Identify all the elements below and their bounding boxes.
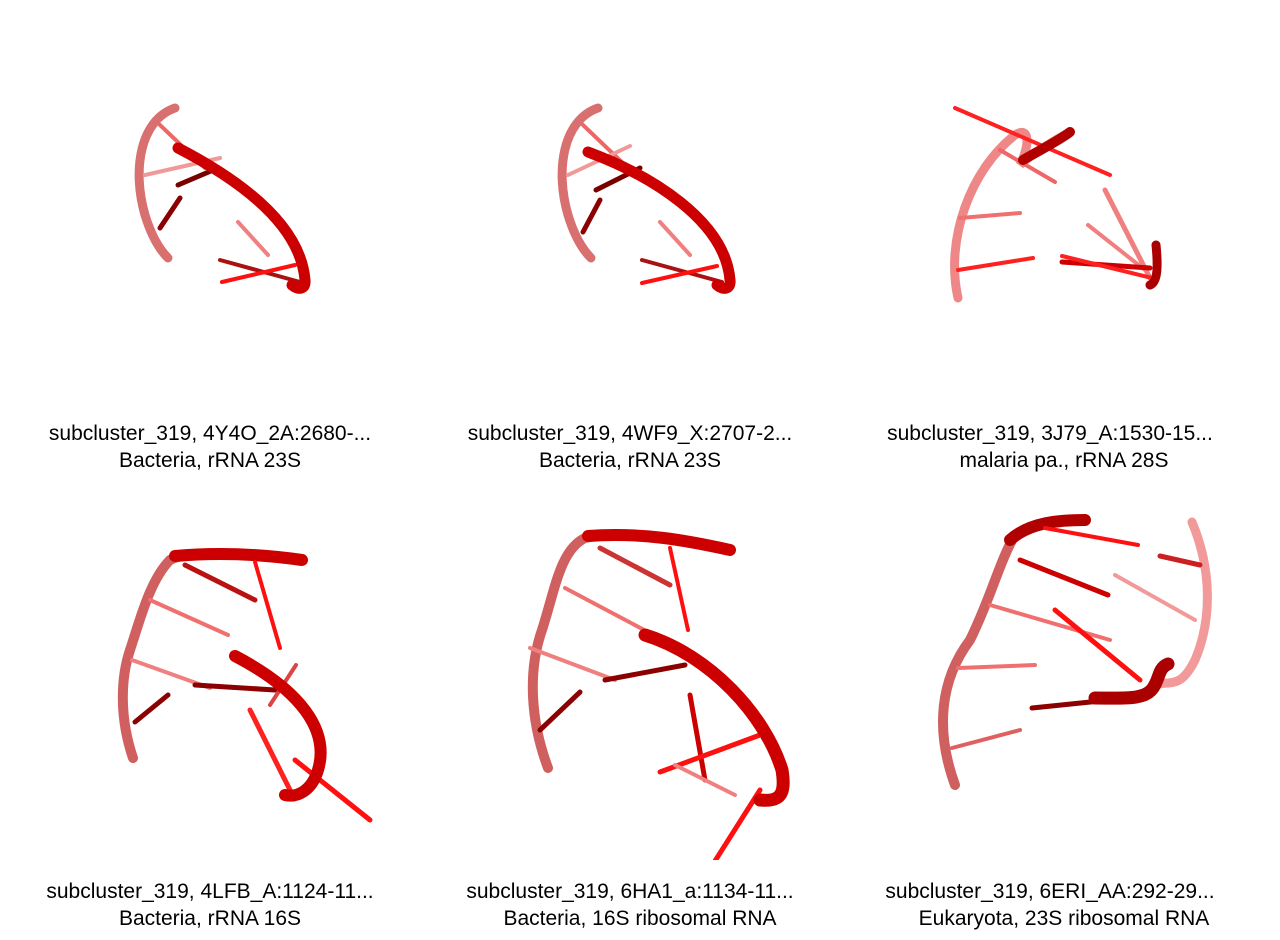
caption-line-1: subcluster_319, 6HA1_a:1134-11... xyxy=(466,880,794,903)
structure-panel-6: subcluster_319, 6ERI_AA:292-29... Eukary… xyxy=(840,460,1260,930)
caption-line-1: subcluster_319, 6ERI_AA:292-29... xyxy=(885,880,1215,903)
caption-line-1: subcluster_319, 4WF9_X:2707-2... xyxy=(467,422,793,445)
panel-caption: subcluster_319, 4Y4O_2A:2680-... Bacteri… xyxy=(0,420,420,474)
panel-caption: subcluster_319, 6HA1_a:1134-11... Bacter… xyxy=(420,878,840,932)
structure-panel-1: subcluster_319, 4Y4O_2A:2680-... Bacteri… xyxy=(0,0,420,472)
structure-panel-3: subcluster_319, 3J79_A:1530-15... malari… xyxy=(840,0,1260,472)
caption-line-2: Bacteria, rRNA 23S xyxy=(538,449,722,472)
rna-structure-render-3 xyxy=(950,106,1162,303)
rna-structure-render-2 xyxy=(557,103,736,294)
caption-line-2: Bacteria, rRNA 16S xyxy=(118,907,302,930)
panel-caption: subcluster_319, 4WF9_X:2707-2... Bacteri… xyxy=(420,420,840,474)
caption-line-2: Bacteria, 16S ribosomal RNA xyxy=(503,907,777,930)
structure-panel-2: subcluster_319, 4WF9_X:2707-2... Bacteri… xyxy=(420,0,840,472)
caption-line-2: Bacteria, rRNA 23S xyxy=(118,449,302,472)
caption-line-1: subcluster_319, 3J79_A:1530-15... xyxy=(887,422,1213,445)
rna-structure-render-5 xyxy=(527,528,790,860)
caption-line-1: subcluster_319, 4LFB_A:1124-11... xyxy=(46,880,374,903)
caption-line-2: Eukaryota, 23S ribosomal RNA xyxy=(918,907,1210,930)
panel-caption: subcluster_319, 3J79_A:1530-15... malari… xyxy=(840,420,1260,474)
structure-panel-5: subcluster_319, 6HA1_a:1134-11... Bacter… xyxy=(420,460,840,930)
panel-caption: subcluster_319, 6ERI_AA:292-29... Eukary… xyxy=(840,878,1260,932)
caption-line-1: subcluster_319, 4Y4O_2A:2680-... xyxy=(48,422,372,445)
rna-structure-render-1 xyxy=(134,103,311,294)
structure-panel-4: subcluster_319, 4LFB_A:1124-11... Bacter… xyxy=(0,460,420,930)
caption-line-2: malaria pa., rRNA 28S xyxy=(959,449,1169,472)
panel-caption: subcluster_319, 4LFB_A:1124-11... Bacter… xyxy=(0,878,420,932)
rna-structure-render-6 xyxy=(938,514,1212,790)
rna-structure-render-4 xyxy=(117,547,373,823)
